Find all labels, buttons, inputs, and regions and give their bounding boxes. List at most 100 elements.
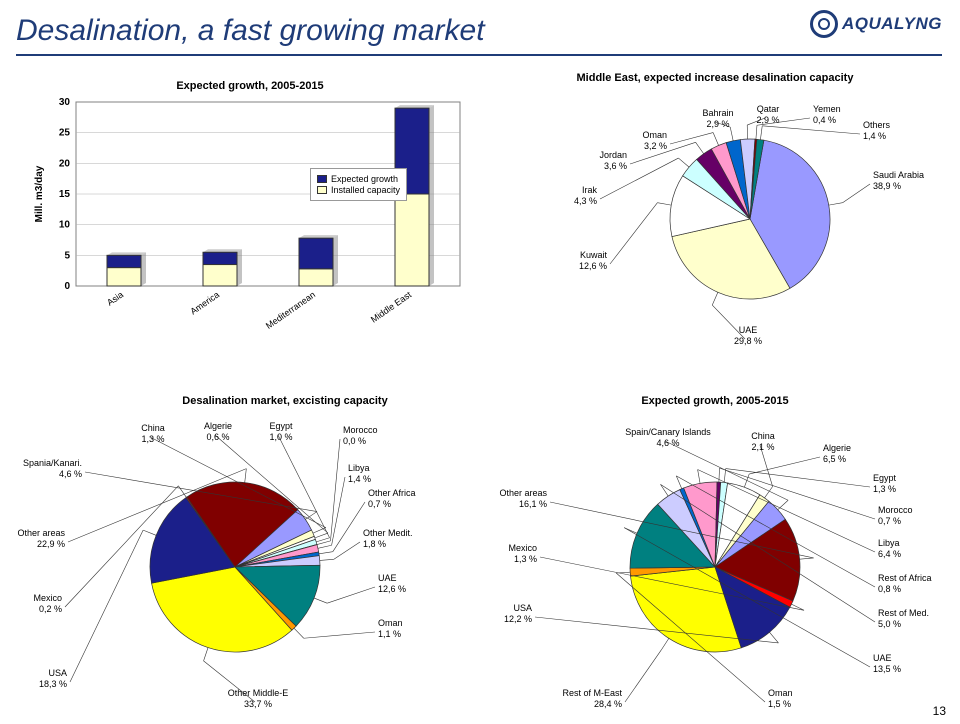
svg-text:Saudi Arabia: Saudi Arabia <box>873 170 924 180</box>
svg-text:33,7 %: 33,7 % <box>244 699 272 709</box>
svg-text:10: 10 <box>59 220 71 231</box>
svg-text:China: China <box>751 431 775 441</box>
svg-text:6,4 %: 6,4 % <box>878 549 901 559</box>
svg-text:20: 20 <box>59 158 71 169</box>
svg-text:0,0 %: 0,0 % <box>343 436 366 446</box>
logo-icon <box>810 10 838 38</box>
svg-text:0,7 %: 0,7 % <box>368 499 391 509</box>
svg-text:Egypt: Egypt <box>269 421 293 431</box>
header-divider <box>16 54 942 56</box>
svg-text:12,6 %: 12,6 % <box>579 261 607 271</box>
pie-growth: Expected growth, 2005-2015 Rest of M-Eas… <box>480 395 950 715</box>
svg-text:3,6 %: 3,6 % <box>604 161 627 171</box>
pie-me-title: Middle East, expected increase desalinat… <box>490 72 940 84</box>
svg-text:Oman: Oman <box>378 618 403 628</box>
svg-text:5,0 %: 5,0 % <box>878 619 901 629</box>
bar-chart-title: Expected growth, 2005-2015 <box>30 80 470 92</box>
svg-text:Algerie: Algerie <box>204 421 232 431</box>
svg-text:0,8 %: 0,8 % <box>878 584 901 594</box>
svg-text:Oman: Oman <box>642 130 667 140</box>
svg-text:2,9 %: 2,9 % <box>706 119 729 129</box>
svg-text:UAE: UAE <box>378 573 397 583</box>
pie-existing-title: Desalination market, excisting capacity <box>100 395 470 407</box>
svg-text:Irak: Irak <box>582 185 598 195</box>
svg-text:30: 30 <box>59 97 71 108</box>
svg-text:38,9 %: 38,9 % <box>873 181 901 191</box>
svg-text:16,1 %: 16,1 % <box>519 499 547 509</box>
svg-text:Mediterranean: Mediterranean <box>264 289 317 330</box>
svg-text:Rest of Africa: Rest of Africa <box>878 573 932 583</box>
svg-text:Bahrain: Bahrain <box>702 108 733 118</box>
svg-text:Other areas: Other areas <box>17 528 65 538</box>
brand-logo: AQUALYNG <box>810 10 942 38</box>
svg-text:22,9 %: 22,9 % <box>37 539 65 549</box>
svg-text:0,6 %: 0,6 % <box>206 432 229 442</box>
svg-text:1,4 %: 1,4 % <box>863 131 886 141</box>
svg-text:0: 0 <box>64 281 70 292</box>
svg-text:12,6 %: 12,6 % <box>378 584 406 594</box>
pie-gr-svg: Rest of M-East28,4 %Oman1,5 %UAE13,5 %Re… <box>480 407 950 717</box>
svg-text:Oman: Oman <box>768 688 793 698</box>
svg-text:1,3 %: 1,3 % <box>873 484 896 494</box>
svg-text:0,4 %: 0,4 % <box>813 115 836 125</box>
svg-text:Egypt: Egypt <box>873 473 897 483</box>
svg-text:Other Africa: Other Africa <box>368 488 416 498</box>
pie-middle-east: Middle East, expected increase desalinat… <box>490 72 940 352</box>
svg-text:1,3 %: 1,3 % <box>514 554 537 564</box>
svg-text:Middle East: Middle East <box>369 289 414 324</box>
svg-text:Other areas: Other areas <box>499 488 547 498</box>
svg-text:28,4 %: 28,4 % <box>594 699 622 709</box>
bar-chart: Expected growth, 2005-2015 0 5 10 15 20 25 30 A… <box>30 80 470 340</box>
svg-text:4,6 %: 4,6 % <box>656 438 679 448</box>
svg-text:UAE: UAE <box>873 653 892 663</box>
bar-legend: Expected growth Installed capacity <box>310 168 407 201</box>
page-number: 13 <box>933 704 946 718</box>
svg-text:Algerie: Algerie <box>823 443 851 453</box>
svg-text:USA: USA <box>48 668 67 678</box>
logo-text: AQUALYNG <box>842 14 942 34</box>
svg-text:Rest of Med.: Rest of Med. <box>878 608 929 618</box>
svg-text:China: China <box>141 423 165 433</box>
svg-text:25: 25 <box>59 128 71 139</box>
svg-text:Morocco: Morocco <box>878 505 913 515</box>
svg-text:Other Middle-E: Other Middle-E <box>228 688 289 698</box>
svg-text:4,6 %: 4,6 % <box>59 469 82 479</box>
svg-text:Mill. m3/day: Mill. m3/day <box>34 165 45 222</box>
legend-installed: Installed capacity <box>331 185 400 195</box>
svg-text:1,1 %: 1,1 % <box>378 629 401 639</box>
svg-text:Libya: Libya <box>348 463 370 473</box>
svg-text:Rest of M-East: Rest of M-East <box>562 688 622 698</box>
svg-text:Spania/Kanari.: Spania/Kanari. <box>23 458 82 468</box>
bar-chart-svg: 051015202530AsiaAmericaMediterraneanMidd… <box>30 96 470 336</box>
svg-text:4,3 %: 4,3 % <box>574 196 597 206</box>
svg-text:Jordan: Jordan <box>599 150 627 160</box>
svg-text:America: America <box>188 289 221 316</box>
svg-text:0,2 %: 0,2 % <box>39 604 62 614</box>
svg-text:1,3 %: 1,3 % <box>141 434 164 444</box>
svg-text:12,2 %: 12,2 % <box>504 614 532 624</box>
pie-existing: Desalination market, excisting capacity … <box>10 395 470 715</box>
svg-text:Mexico: Mexico <box>508 543 537 553</box>
svg-text:3,2 %: 3,2 % <box>644 141 667 151</box>
legend-expected: Expected growth <box>331 174 398 184</box>
svg-text:0,7 %: 0,7 % <box>878 516 901 526</box>
pie-ex-svg: Other Middle-E33,7 %USA18,3 %Mexico0,2 %… <box>10 407 470 717</box>
svg-text:Others: Others <box>863 120 891 130</box>
svg-text:15: 15 <box>59 189 71 200</box>
pie-me-svg: Saudi Arabia38,9 % UAE29,8 % Kuwait12,6 % I… <box>490 84 940 354</box>
pie-growth-title: Expected growth, 2005-2015 <box>480 395 950 407</box>
svg-text:Yemen: Yemen <box>813 104 841 114</box>
svg-text:UAE: UAE <box>739 325 758 335</box>
svg-text:5: 5 <box>64 250 70 261</box>
svg-text:2,1 %: 2,1 % <box>751 442 774 452</box>
svg-text:18,3 %: 18,3 % <box>39 679 67 689</box>
svg-text:1,4 %: 1,4 % <box>348 474 371 484</box>
svg-text:Other Medit.: Other Medit. <box>363 528 413 538</box>
svg-text:1,0 %: 1,0 % <box>269 432 292 442</box>
svg-text:Morocco: Morocco <box>343 425 378 435</box>
svg-text:Kuwait: Kuwait <box>580 250 608 260</box>
svg-text:29,8 %: 29,8 % <box>734 336 762 346</box>
svg-text:13,5 %: 13,5 % <box>873 664 901 674</box>
svg-text:USA: USA <box>513 603 532 613</box>
svg-text:Qatar: Qatar <box>757 104 780 114</box>
